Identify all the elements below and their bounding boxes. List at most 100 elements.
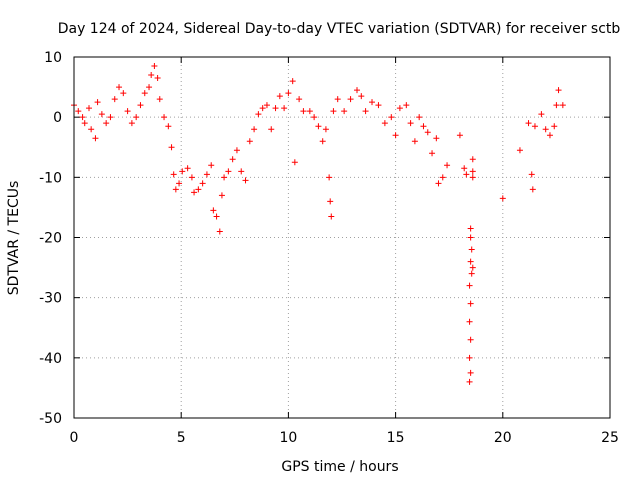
data-point [388, 114, 395, 121]
data-point [221, 174, 228, 181]
data-point [291, 159, 298, 166]
data-point [375, 102, 382, 109]
data-point [124, 108, 131, 115]
data-point [151, 63, 158, 70]
data-point [466, 282, 473, 289]
data-point [330, 108, 337, 115]
data-point [238, 168, 245, 175]
data-point [396, 105, 403, 112]
data-point [411, 138, 418, 145]
data-point [92, 135, 99, 142]
data-point [334, 96, 341, 103]
data-point [439, 174, 446, 181]
data-point [184, 165, 191, 172]
data-point [199, 180, 206, 187]
data-point [403, 102, 410, 109]
data-point [461, 165, 468, 172]
data-point [146, 84, 153, 91]
data-point [111, 96, 118, 103]
data-point [551, 123, 558, 130]
data-point [326, 174, 333, 181]
data-point [281, 105, 288, 112]
data-point [555, 87, 562, 94]
data-point [272, 105, 279, 112]
data-point [467, 300, 474, 307]
data-point [435, 180, 442, 187]
data-point [229, 156, 236, 163]
x-tick-label: 0 [70, 430, 79, 446]
data-point [128, 120, 135, 127]
data-point [296, 96, 303, 103]
data-point [531, 123, 538, 130]
data-point [327, 198, 334, 205]
data-point [525, 120, 532, 127]
data-point [210, 207, 217, 214]
data-point [233, 147, 240, 154]
data-point [553, 102, 560, 109]
data-point [263, 102, 270, 109]
data-point [341, 108, 348, 115]
data-point [251, 126, 258, 133]
data-point [328, 213, 335, 220]
data-point [467, 234, 474, 241]
x-tick-label: 5 [177, 430, 186, 446]
data-point [469, 168, 476, 175]
data-point [141, 90, 148, 97]
data-point [255, 111, 262, 118]
data-point [161, 114, 168, 121]
data-point [315, 123, 322, 130]
y-axis-label: SDTVAR / TECUs [6, 181, 22, 296]
data-point [242, 177, 249, 184]
data-point [154, 75, 161, 82]
data-point [268, 126, 275, 133]
data-point [466, 318, 473, 325]
data-point [306, 108, 313, 115]
data-point [358, 93, 365, 100]
data-point [156, 96, 163, 103]
data-point [311, 114, 318, 121]
y-tick-label: 0 [53, 110, 62, 126]
data-point [218, 192, 225, 199]
data-point [424, 129, 431, 136]
data-point [191, 189, 198, 196]
data-point [420, 123, 427, 130]
data-point [170, 171, 177, 178]
data-point [538, 111, 545, 118]
data-point [225, 168, 232, 175]
axis-ticks: 0 5 10 15 20 25 10 0 -10 -20 -30 -40 -50 [39, 50, 619, 446]
chart-title: Day 124 of 2024, Sidereal Day-to-day VTE… [58, 21, 621, 37]
y-tick-label: -50 [39, 411, 62, 427]
data-point [467, 258, 474, 265]
x-tick-label: 20 [494, 430, 512, 446]
data-point [362, 108, 369, 115]
data-point [88, 126, 95, 133]
y-tick-label: -10 [39, 170, 62, 186]
data-point [407, 120, 414, 127]
data-point [188, 174, 195, 181]
data-point [103, 120, 110, 127]
data-point [75, 108, 82, 115]
data-point [433, 135, 440, 142]
data-point [354, 87, 361, 94]
data-point [208, 162, 215, 169]
data-point [528, 171, 535, 178]
data-point [369, 99, 376, 106]
data-point [213, 213, 220, 220]
data-point [116, 84, 123, 91]
data-point [289, 78, 296, 85]
x-tick-label: 25 [601, 430, 619, 446]
x-tick-label: 15 [387, 430, 405, 446]
data-point [468, 270, 475, 277]
data-point [285, 90, 292, 97]
y-tick-label: 10 [44, 50, 62, 66]
data-point [469, 156, 476, 163]
data-point [276, 93, 283, 100]
data-point [172, 186, 179, 193]
plot-border [73, 56, 611, 419]
data-point [546, 132, 553, 139]
data-point [86, 105, 93, 112]
data-point [94, 99, 101, 106]
data-point [469, 264, 476, 271]
data-point [456, 132, 463, 139]
